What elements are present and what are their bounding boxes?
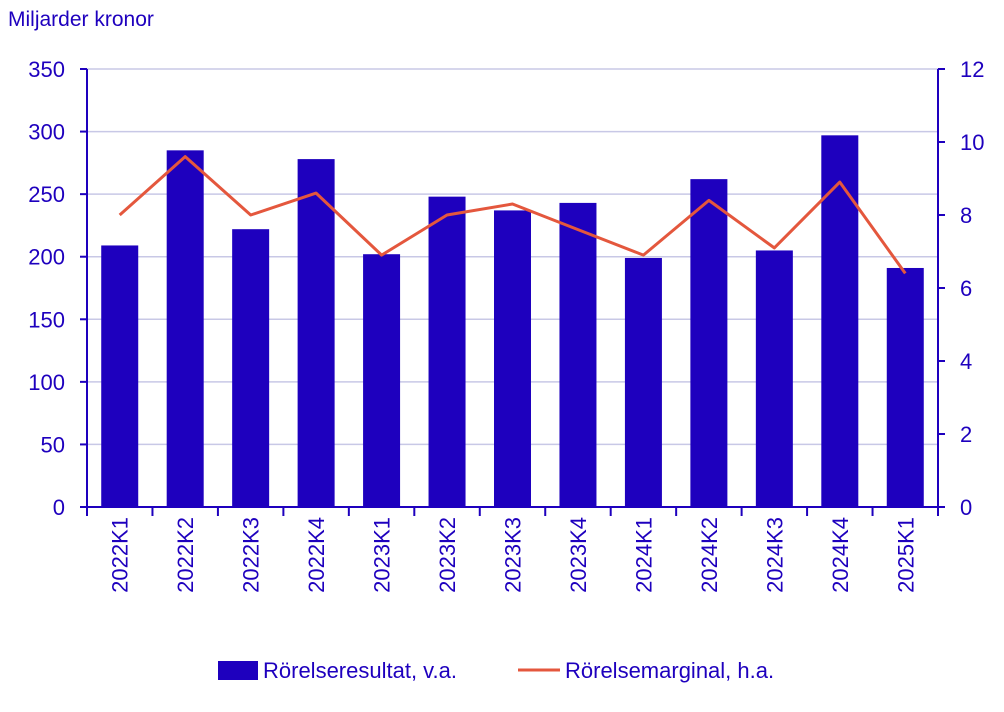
x-tick-label: 2024K3 — [762, 517, 787, 593]
bar — [428, 196, 466, 507]
bar — [494, 210, 531, 507]
left-tick-label: 0 — [53, 495, 65, 520]
bar — [363, 254, 401, 507]
left-tick-label: 150 — [28, 307, 65, 332]
x-tick-label: 2023K1 — [370, 517, 395, 593]
x-tick-label: 2023K3 — [501, 517, 526, 593]
x-tick-label: 2024K2 — [697, 517, 722, 593]
right-tick-label: 4 — [960, 349, 972, 374]
x-tick-label: 2022K1 — [108, 517, 133, 593]
bar-series — [101, 135, 924, 508]
x-tick-label: 2023K2 — [435, 517, 460, 593]
right-tick-label: 12 — [960, 57, 984, 82]
x-tick-label: 2022K2 — [173, 517, 198, 593]
left-tick-label: 100 — [28, 370, 65, 395]
left-tick-label: 200 — [28, 245, 65, 270]
bar — [166, 150, 204, 508]
bar — [690, 179, 728, 507]
legend-bar-label: Rörelseresultat, v.a. — [263, 658, 457, 683]
right-tick-label: 10 — [960, 130, 984, 155]
right-tick-label: 0 — [960, 495, 972, 520]
x-tick-label: 2022K3 — [239, 517, 264, 593]
line-path — [118, 155, 907, 275]
left-tick-label: 250 — [28, 182, 65, 207]
right-tick-label: 8 — [960, 203, 972, 228]
legend-bar-swatch — [218, 661, 258, 680]
bar — [624, 257, 662, 507]
x-tick-label: 2023K4 — [566, 517, 591, 593]
left-axis-unit-label: Miljarder kronor — [8, 8, 154, 31]
line-series — [118, 155, 907, 275]
x-tick-label: 2024K4 — [828, 517, 853, 593]
bar — [821, 135, 859, 507]
x-tick-label: 2024K1 — [631, 517, 656, 593]
x-tick-label: 2022K4 — [304, 517, 329, 593]
bar — [886, 267, 924, 507]
left-axis-ticks: 0 50 100 150 200 250 300 350 — [28, 57, 87, 520]
bar — [559, 202, 597, 507]
x-axis-ticks: 2022K1 2022K2 2022K3 2022K4 2023K1 2023K2 2023… — [86, 507, 939, 593]
left-tick-label: 350 — [28, 57, 65, 82]
bar — [101, 245, 139, 508]
right-axis-ticks: 0 2 4 6 8 10 12 — [938, 57, 984, 520]
left-tick-label: 300 — [28, 120, 65, 145]
right-tick-label: 6 — [960, 276, 972, 301]
bar — [297, 159, 335, 508]
bar — [755, 250, 793, 507]
legend: Rörelseresultat, v.a. Rörelsemarginal, h… — [218, 658, 774, 683]
legend-line-label: Rörelsemarginal, h.a. — [565, 658, 774, 683]
x-tick-label: 2025K1 — [893, 517, 918, 593]
left-tick-label: 50 — [41, 432, 65, 457]
bar — [232, 229, 270, 507]
right-tick-label: 2 — [960, 422, 972, 447]
